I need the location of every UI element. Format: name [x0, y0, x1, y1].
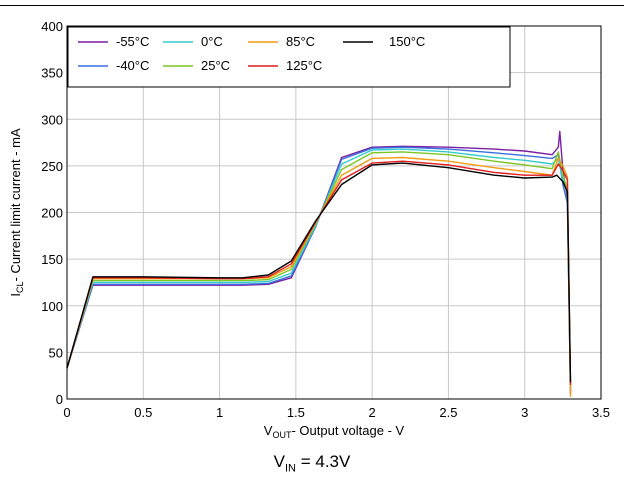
- y-tick-label: 250: [41, 159, 63, 174]
- x-axis-title-sub: OUT: [272, 430, 292, 440]
- x-tick-label: 3.5: [592, 405, 610, 420]
- tick-layer: 0 0.5 1 1.5 2 2.5 3 3.5 0 50 100 150 200 250 300 350 400: [41, 19, 610, 420]
- y-axis-title-main: I: [8, 293, 23, 297]
- y-tick-label: 200: [41, 206, 63, 221]
- x-tick-label: 2: [369, 405, 376, 420]
- series-layer: [66, 130, 572, 398]
- legend: -55°C 0°C 85°C 150°C -40°C 25°C 125°C: [67, 26, 511, 88]
- legend-label: -40°C: [116, 58, 149, 73]
- x-tick-label: 0.5: [134, 405, 152, 420]
- x-tick-label: 2.5: [439, 405, 457, 420]
- x-tick-label: 0: [63, 405, 70, 420]
- series-line-minus-40c: [66, 146, 572, 392]
- x-tick-label: 1.5: [287, 405, 305, 420]
- legend-label: 125°C: [286, 58, 322, 73]
- x-tick-label: 3: [521, 405, 528, 420]
- legend-label: 0°C: [201, 34, 223, 49]
- current-limit-chart: 0 0.5 1 1.5 2 2.5 3 3.5 0 50 100 150 200 250 300 350 400…: [8, 19, 610, 440]
- legend-label: -55°C: [116, 34, 149, 49]
- series-line-125c: [66, 160, 572, 386]
- plot-frame: [66, 25, 602, 400]
- y-tick-label: 50: [49, 345, 63, 360]
- y-tick-label: 100: [41, 299, 63, 314]
- y-axis-title: ICL- Current limit current - mA: [8, 128, 25, 297]
- legend-box: [67, 26, 511, 88]
- legend-label: 85°C: [286, 34, 315, 49]
- legend-label: 150°C: [389, 34, 425, 49]
- caption-rest: = 4.3V: [295, 452, 351, 471]
- legend-label: 25°C: [201, 58, 230, 73]
- x-axis-title: VOUT- Output voltage - V: [264, 423, 405, 440]
- series-line-25c: [66, 151, 572, 388]
- x-axis-title-main: V: [264, 423, 273, 438]
- y-tick-label: 350: [41, 66, 63, 81]
- caption: VIN = 4.3V: [0, 452, 624, 474]
- series-line-0c: [66, 148, 572, 390]
- y-axis-title-rest: - Current limit current - mA: [8, 128, 23, 281]
- y-tick-label: 300: [41, 112, 63, 127]
- caption-main: V: [273, 452, 285, 471]
- caption-sub: IN: [284, 462, 296, 475]
- series-line-150c: [66, 162, 572, 383]
- top-rule: [0, 5, 624, 6]
- x-axis-title-rest: - Output voltage - V: [291, 423, 404, 438]
- y-tick-label: 400: [41, 19, 63, 34]
- y-axis-title-sub: CL: [15, 282, 25, 294]
- x-tick-label: 1: [216, 405, 223, 420]
- y-tick-label: 0: [56, 392, 63, 407]
- y-tick-label: 150: [41, 252, 63, 267]
- series-line-minus-55c: [66, 130, 572, 395]
